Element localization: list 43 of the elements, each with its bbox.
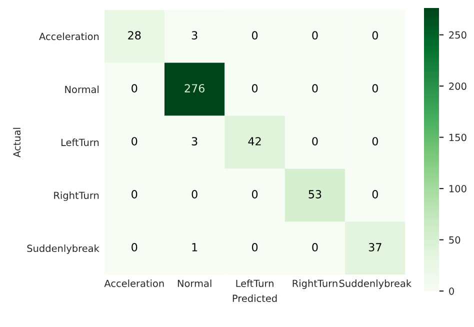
y-tick-label: RightTurn (54, 192, 99, 201)
data-label: 0 (312, 31, 318, 40)
data-label: 53 (308, 190, 322, 198)
x-axis-title: Predicted (232, 294, 277, 302)
data-label: 0 (132, 84, 138, 92)
x-tick-label: Acceleration (104, 280, 164, 288)
data-label: 0 (372, 84, 378, 92)
data-label: 0 (192, 190, 198, 198)
data-label: 0 (252, 190, 258, 198)
color-bar-label: 200 (449, 82, 466, 90)
data-label: 0 (372, 190, 378, 198)
data-label: 28 (128, 31, 141, 40)
y-tick-label: Normal (65, 86, 99, 94)
data-label: 0 (312, 243, 318, 252)
data-label: 0 (132, 137, 138, 146)
x-tick-label: Suddenlybreak (339, 280, 412, 289)
x-tick-label: LeftTurn (236, 280, 274, 288)
y-tick-label: Acceleration (39, 32, 99, 40)
data-label: 0 (252, 31, 258, 40)
y-tick-label: LeftTurn (61, 138, 99, 146)
color-bar-label: 50 (449, 236, 460, 244)
data-label: 1 (192, 243, 198, 252)
data-label: 3 (192, 137, 198, 146)
color-bar-label: 0 (449, 288, 454, 295)
data-label: 0 (312, 84, 318, 92)
data-label: 0 (252, 84, 258, 92)
color-bar-label: 100 (449, 185, 466, 192)
data-label: 0 (372, 137, 378, 146)
data-label: 37 (368, 243, 382, 252)
color-bar-label: 250 (449, 31, 466, 39)
data-label: 0 (132, 243, 138, 252)
data-label: 3 (192, 31, 198, 40)
y-axis-title: Actual (13, 128, 21, 158)
y-tick-label: Suddenlybreak (27, 244, 100, 254)
data-label: 42 (248, 137, 261, 146)
data-label: 0 (252, 243, 258, 252)
data-label: 276 (184, 84, 204, 92)
data-label: 0 (372, 31, 378, 40)
x-tick-label: RightTurn (292, 280, 338, 289)
data-label: 0 (312, 137, 318, 146)
color-bar-label: 150 (449, 134, 466, 142)
data-label: 0 (132, 190, 138, 198)
x-tick-label: Normal (178, 280, 212, 288)
